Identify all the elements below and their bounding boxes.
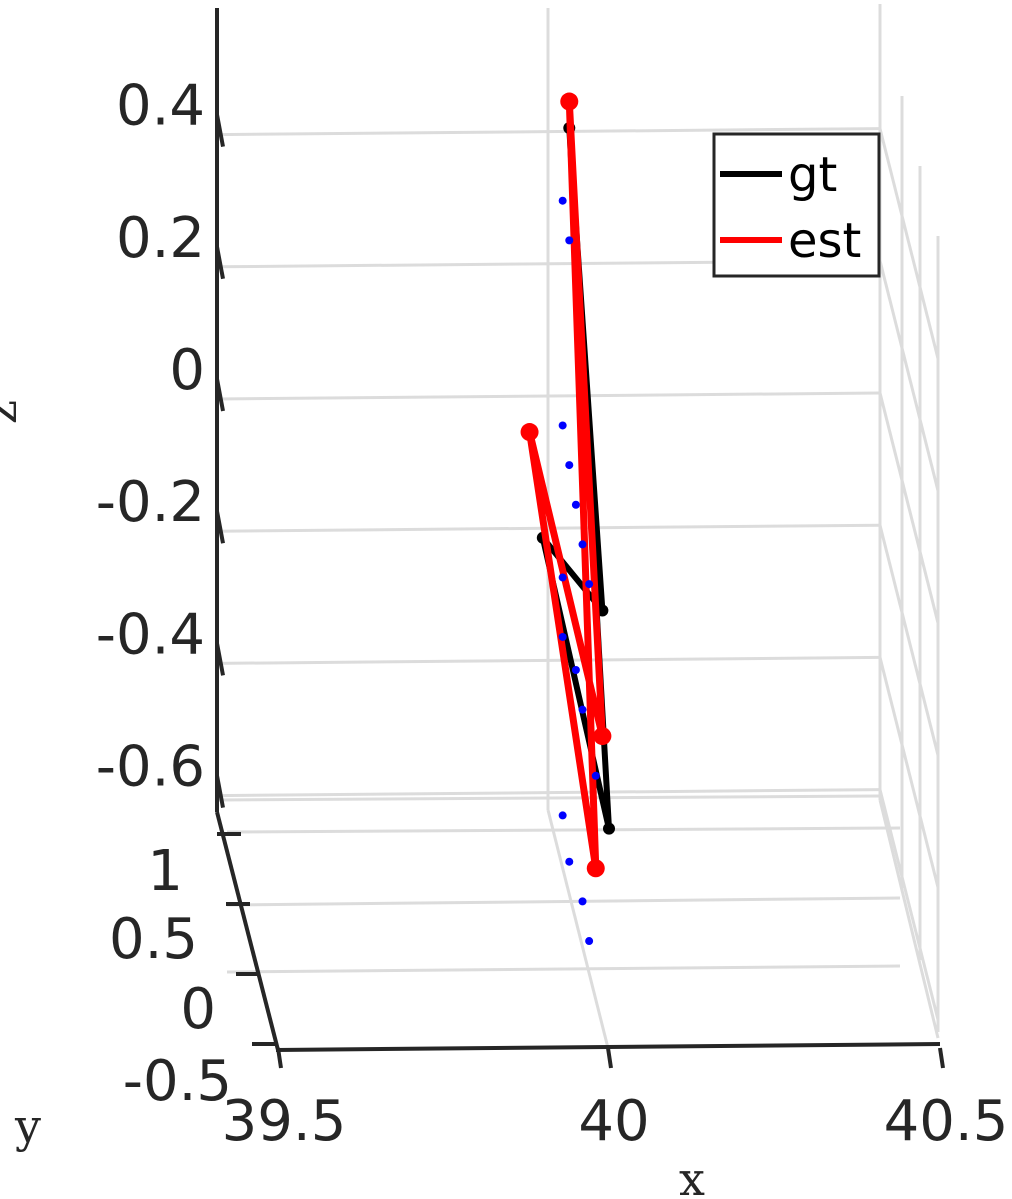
axes: [215, 8, 945, 1069]
dot-marker: [585, 580, 594, 589]
legend-box: [712, 132, 881, 278]
y-gridline-floor: [226, 964, 901, 974]
x-gridline-floor: [546, 809, 610, 1049]
legend: gt est: [712, 132, 881, 278]
z-gridline-side: [878, 392, 940, 624]
point-est: [520, 423, 539, 442]
y-gridline-floor: [226, 826, 901, 834]
dot-marker: [585, 937, 594, 946]
dot-marker: [558, 811, 567, 820]
point-est: [586, 859, 605, 878]
x-tick-label: 39.5: [222, 1089, 347, 1154]
z-tick: [215, 643, 225, 676]
x-axis-label: x: [679, 1152, 705, 1199]
x-tick: [276, 1047, 283, 1069]
floor-edge-right: [878, 799, 940, 1039]
x-tick: [606, 1047, 613, 1069]
point-gt: [603, 822, 615, 835]
x-tick: [938, 1047, 945, 1069]
z-tick: [215, 114, 225, 147]
axis-labels: x y z: [0, 400, 705, 1199]
dot-marker: [591, 771, 600, 780]
z-tick: [215, 510, 225, 544]
z-tick-label: -0.4: [96, 602, 205, 667]
z-tick-label: 0.2: [116, 206, 205, 271]
legend-label-gt: gt: [788, 147, 837, 203]
dot-marker: [571, 666, 580, 675]
x-tick-label: 40.5: [884, 1089, 1009, 1154]
dot-marker: [558, 632, 567, 641]
floor-back-edge: [216, 794, 881, 802]
dot-marker: [558, 421, 567, 430]
series-line-est: [526, 101, 606, 872]
dot-marker: [565, 236, 574, 245]
z-gridline-side: [878, 260, 940, 492]
z-tick-label: -0.6: [96, 735, 205, 800]
z-axis-label: z: [0, 400, 27, 424]
dot-marker: [558, 573, 567, 582]
z-gridline-side: [878, 524, 940, 756]
dot-marker: [571, 500, 580, 509]
grid-lines: [216, 4, 940, 1049]
y-axis-label: y: [14, 1099, 41, 1153]
z-tick-label: 0.4: [116, 74, 205, 139]
dot-marker: [578, 540, 587, 549]
x-tick-label: 40: [578, 1089, 649, 1154]
point-est: [593, 727, 612, 746]
x-axis-line: [275, 1042, 941, 1052]
z-tick: [215, 775, 225, 808]
z-tick-label: -0.2: [96, 470, 205, 535]
y-axis-line: [215, 811, 280, 1051]
data-series: [520, 92, 615, 946]
dot-marker: [565, 461, 574, 470]
y-tick-label: 0.5: [109, 907, 198, 972]
z-tick-label: 0: [169, 338, 205, 403]
dot-marker: [578, 705, 587, 714]
z-tick: [215, 378, 225, 412]
y-tick-label: -0.5: [123, 1049, 232, 1114]
z-gridline-side: [878, 657, 940, 888]
y-gridline-floor: [226, 896, 901, 907]
z-gridline-side: [878, 128, 940, 359]
dot-marker: [578, 897, 587, 906]
dot-marker: [558, 196, 567, 205]
z-gridline-side: [878, 789, 940, 1020]
point-est: [560, 92, 579, 111]
z-tick: [215, 246, 225, 280]
dot-marker: [565, 857, 574, 866]
y-tick-label: 1: [147, 839, 183, 904]
y-tick-label: 0: [180, 977, 216, 1042]
legend-label-est: est: [788, 213, 861, 269]
